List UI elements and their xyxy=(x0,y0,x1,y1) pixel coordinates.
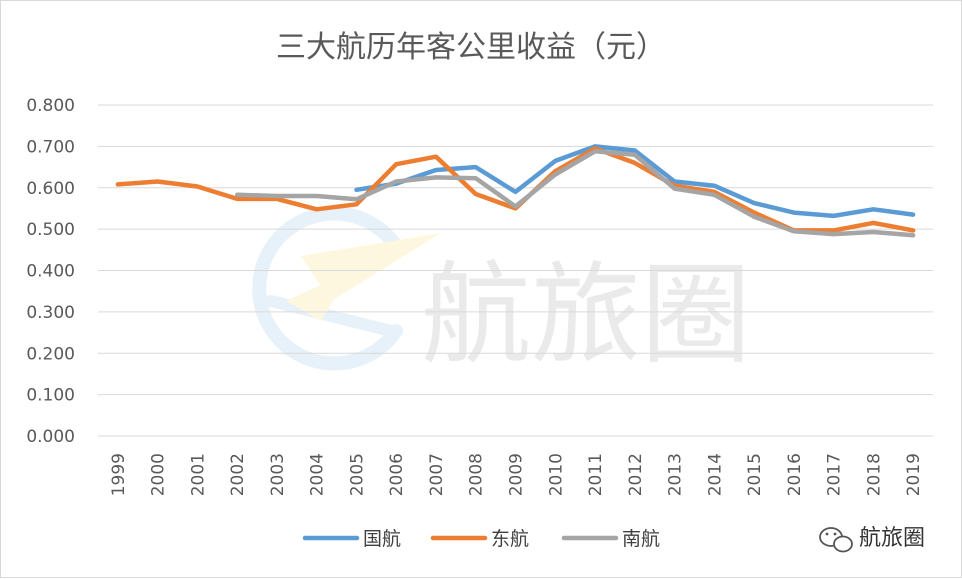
y-tick-label: 0.600 xyxy=(26,179,75,199)
y-axis-ticks: 0.000 0.100 0.200 0.300 0.400 0.500 0.600 0.700… xyxy=(26,96,75,447)
grid-layer xyxy=(98,104,933,437)
x-tick-label: 2014 xyxy=(705,453,725,496)
y-tick-label: 0.200 xyxy=(26,344,75,364)
x-tick-label: 2005 xyxy=(347,453,367,496)
footer-brand: 航旅圈 xyxy=(819,526,925,553)
x-tick-label: 2012 xyxy=(626,453,646,496)
x-tick-label: 2001 xyxy=(188,453,208,496)
x-tick-label: 2013 xyxy=(666,453,686,496)
y-tick-label: 0.400 xyxy=(26,262,75,282)
x-tick-label: 2017 xyxy=(825,453,845,496)
footer-text: 航旅圈 xyxy=(859,526,925,551)
y-tick-label: 0.100 xyxy=(26,386,75,406)
legend-label: 东航 xyxy=(491,528,529,550)
legend-label: 国航 xyxy=(363,528,401,550)
x-tick-label: 2018 xyxy=(864,453,884,496)
watermark: 航旅圈 xyxy=(252,206,751,379)
x-tick-label: 2006 xyxy=(387,453,407,496)
legend-label: 南航 xyxy=(622,528,660,550)
x-tick-label: 2008 xyxy=(467,453,487,496)
x-tick-label: 2009 xyxy=(507,453,527,496)
y-tick-label: 0.800 xyxy=(26,96,75,116)
legend: 国航 东航 南航 xyxy=(302,528,660,550)
x-axis-ticks: 1999 2000 2001 2002 2003 2004 2005 2006 2007 2008… xyxy=(109,453,924,496)
y-tick-label: 0.300 xyxy=(26,303,75,323)
series-layer xyxy=(115,144,916,238)
x-tick-label: 2019 xyxy=(904,453,924,496)
x-tick-label: 2004 xyxy=(308,453,328,496)
x-tick-label: 2010 xyxy=(546,453,566,496)
y-tick-label: 0.500 xyxy=(26,220,75,240)
x-tick-label: 2015 xyxy=(745,453,765,496)
y-tick-label: 0.700 xyxy=(26,137,75,157)
x-tick-label: 2007 xyxy=(427,453,447,496)
x-tick-label: 2016 xyxy=(785,453,805,496)
x-tick-label: 2003 xyxy=(268,453,288,496)
chart-title: 三大航历年客公里收益（元） xyxy=(276,30,666,65)
x-tick-label: 1999 xyxy=(109,453,129,496)
x-tick-label: 2000 xyxy=(149,453,169,496)
wechat-icon xyxy=(819,527,853,553)
watermark-text: 航旅圈 xyxy=(421,251,751,379)
watermark-logo-icon xyxy=(252,206,441,371)
series-line-2 xyxy=(234,149,916,238)
y-tick-label: 0.000 xyxy=(26,427,75,447)
x-tick-label: 2002 xyxy=(228,453,248,496)
x-tick-label: 2011 xyxy=(586,453,606,496)
